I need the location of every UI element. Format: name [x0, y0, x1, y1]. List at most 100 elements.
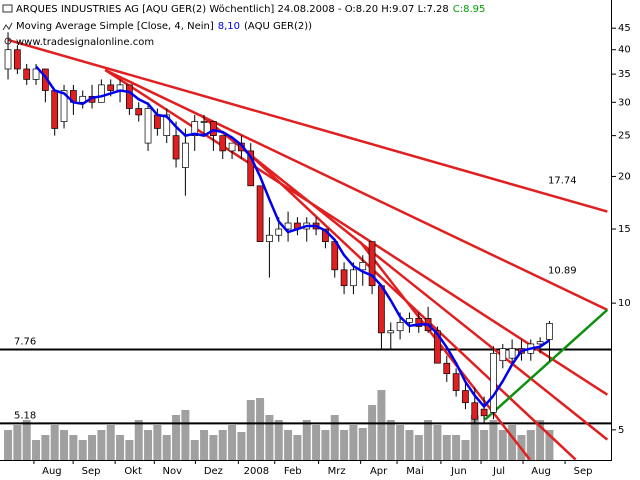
candle-body	[228, 142, 236, 152]
x-tick-label: Sep	[82, 466, 101, 477]
candle-body	[284, 222, 292, 230]
candle-body	[546, 323, 553, 340]
candle-body	[536, 341, 544, 345]
candle-body	[256, 185, 264, 242]
volume-bar	[106, 425, 115, 460]
candle-body	[480, 408, 488, 417]
volume-bar	[405, 430, 414, 460]
x-tick-label: Aug	[531, 466, 551, 477]
volume-bar	[302, 420, 311, 460]
volume-bar	[50, 425, 59, 460]
candle-body	[415, 318, 423, 327]
volume-bar	[424, 420, 433, 460]
x-tick-label: Jun	[450, 466, 467, 477]
x-tick-label: 2008	[244, 466, 269, 477]
candle-body	[471, 402, 479, 420]
candle-body	[275, 228, 283, 236]
volume-bar	[78, 440, 87, 460]
indicator-line: Moving Average Simple [Close, 4, Nein] 8,…	[16, 21, 312, 32]
source-text: www.tradesignalonline.com	[16, 37, 154, 48]
y-tick-label: 20	[618, 171, 631, 182]
candle-body	[219, 135, 227, 152]
volume-bar	[209, 435, 218, 460]
volume-bar	[13, 425, 22, 460]
candle-body	[32, 68, 40, 80]
candle-body	[434, 330, 441, 364]
volume-bar	[116, 435, 125, 460]
volume-bar	[377, 390, 386, 460]
series-icon	[2, 4, 13, 13]
volume-bar	[256, 398, 265, 460]
candle-body	[14, 49, 21, 70]
candle-body	[135, 108, 143, 116]
trendline	[104, 68, 609, 396]
volume-bar	[172, 415, 181, 460]
axis-layer: 5 10 15 20 25 30 35 40 45 Aug Sep Okt Nov Dez 2008 Feb M…	[33, 23, 631, 477]
x-tick-label: Okt	[124, 466, 142, 477]
candle-body	[406, 318, 413, 323]
volume-bar	[386, 420, 395, 460]
volume-bar	[414, 435, 423, 460]
trendline	[104, 68, 608, 311]
candle-body	[98, 84, 105, 103]
candle-body	[266, 234, 273, 242]
volume-bar	[4, 430, 13, 460]
x-tick-label: Aug	[42, 466, 62, 477]
candle-body	[350, 269, 357, 287]
candle-body	[462, 390, 469, 404]
level-label: 7.76	[14, 337, 36, 348]
candle-body	[499, 348, 507, 362]
candle-body	[331, 241, 339, 271]
volume-bar	[32, 440, 41, 460]
volume-bar	[321, 430, 330, 460]
candle-body	[490, 352, 497, 413]
x-tick-label: Feb	[284, 466, 302, 477]
candle-body	[322, 228, 329, 242]
volume-bar	[489, 420, 498, 460]
volume-bar	[526, 430, 535, 460]
trendline-layer: 7.76 5.18 17.74 10.89	[0, 38, 612, 461]
x-tick-label: Mrz	[328, 466, 346, 477]
candle-body	[4, 49, 12, 70]
candle-body	[508, 348, 516, 359]
volume-bar	[134, 420, 143, 460]
candle-body	[387, 330, 395, 334]
volume-bar	[125, 440, 134, 460]
x-tick-label: Sep	[574, 466, 593, 477]
y-tick-label: 45	[618, 23, 631, 34]
candle-body	[368, 241, 376, 287]
volume-bar	[284, 430, 293, 460]
volume-bar	[153, 425, 162, 460]
volume-bar	[312, 425, 321, 460]
candle-body	[452, 373, 460, 391]
volume-bar	[88, 435, 97, 460]
volume-bar	[508, 425, 517, 460]
volume-bar	[545, 430, 554, 460]
candle-body	[51, 90, 59, 129]
candle-body	[191, 121, 199, 136]
volume-bar	[358, 428, 367, 460]
candle-body	[60, 90, 68, 122]
volume-bar	[200, 430, 209, 460]
x-tick-label: Dez	[204, 466, 223, 477]
volume-bar	[452, 435, 461, 460]
volume-bar	[470, 415, 479, 460]
y-tick-label: 40	[618, 45, 631, 56]
volume-bar	[144, 430, 153, 460]
indicator-symbol: (AQU GER(2))	[244, 21, 312, 32]
moving-average-line	[35, 65, 551, 409]
candle-layer	[4, 32, 553, 424]
candle-body	[154, 114, 161, 129]
volume-bar	[461, 440, 470, 460]
candle-body	[396, 322, 404, 332]
candle-body	[182, 142, 189, 168]
x-tick-label: Apr	[370, 466, 388, 477]
chart-title: ARQUES INDUSTRIES AG [AQU GER(2) Wöchent…	[16, 4, 449, 15]
volume-bar	[22, 420, 31, 460]
y-tick-label: 25	[618, 131, 631, 142]
trendline	[199, 113, 609, 441]
candle-body	[340, 269, 348, 287]
y-tick-label: 10	[618, 298, 631, 309]
volume-bar	[498, 430, 507, 460]
candle-body	[107, 84, 115, 91]
